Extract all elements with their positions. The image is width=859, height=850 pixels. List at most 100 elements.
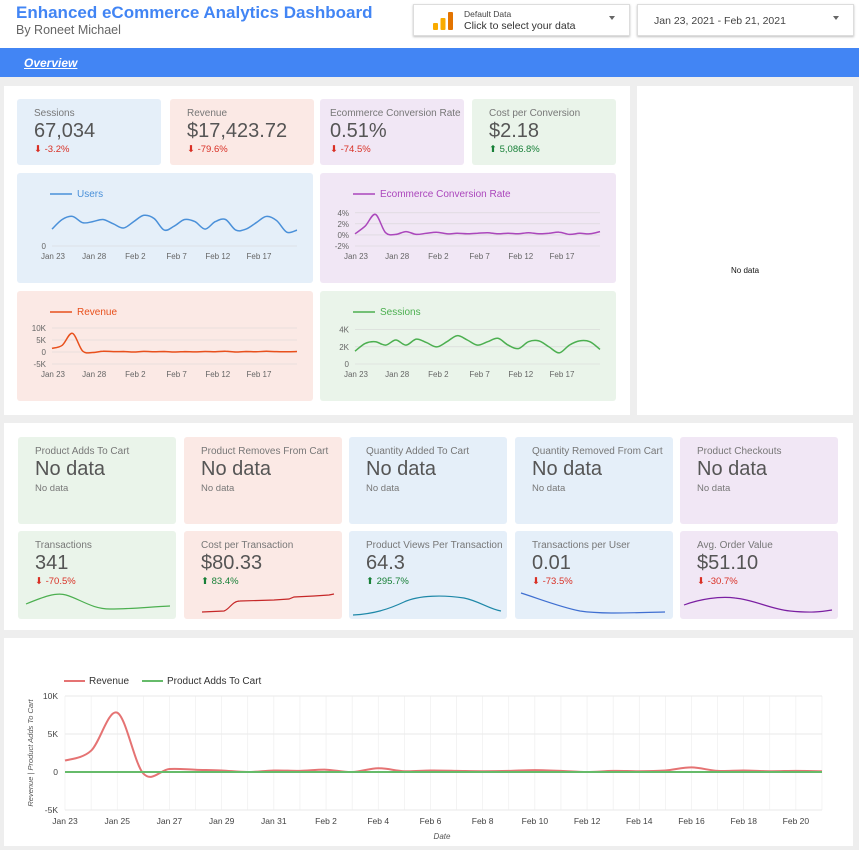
- x-tick-label: Feb 2: [125, 370, 146, 379]
- conversion-rate-series-line: [354, 213, 601, 236]
- x-tick-label: Feb 2: [428, 252, 449, 261]
- kpi-delta: ⬇ -73.5%: [532, 576, 573, 587]
- y-tick-label: -5K: [45, 805, 59, 815]
- nav-bar: Overview: [0, 48, 859, 77]
- tab-overview[interactable]: Overview: [24, 56, 78, 70]
- right-panel-no-data: No data: [731, 266, 760, 275]
- kpi-delta: ⬇ -30.7%: [697, 576, 738, 587]
- x-tick-label: Feb 7: [469, 252, 490, 261]
- x-tick-label: Feb 2: [315, 816, 337, 826]
- x-tick-label: Jan 27: [157, 816, 183, 826]
- x-tick-label: Jan 31: [261, 816, 287, 826]
- kpi-revenue: Revenue $17,423.72 ⬇ -79.6%: [170, 99, 314, 165]
- conversion-chart-card: Ecommerce Conversion Rate 4% 2% 0% -2% Jan 23…: [320, 173, 616, 283]
- x-tick-label: Feb 17: [247, 252, 272, 261]
- kpi-delta: ⬆ 295.7%: [366, 576, 409, 587]
- y-tick-label: 0: [42, 242, 47, 251]
- y-tick-label: -2%: [335, 242, 349, 251]
- x-tick-label: Jan 28: [385, 370, 410, 379]
- kpi-label: Cost per Transaction: [201, 540, 294, 551]
- data-source-selector[interactable]: Default Data Click to select your data: [413, 4, 630, 36]
- kpi-product-checkouts: Product Checkouts No data No data: [680, 437, 838, 524]
- y-tick-label: 10K: [32, 324, 47, 333]
- data-source-label: Default Data: [464, 9, 512, 19]
- y-tick-label: 0: [345, 360, 350, 369]
- kpi-quantity-removed-from-cart: Quantity Removed From Cart No data No da…: [515, 437, 673, 524]
- x-tick-label: Feb 17: [550, 370, 575, 379]
- kpi-delta: ⬆ 5,086.8%: [489, 144, 540, 155]
- kpi-sub: No data: [35, 483, 69, 494]
- kpi-value: 64.3: [366, 552, 405, 574]
- x-tick-label: Feb 7: [166, 252, 187, 261]
- x-tick-label: Jan 23: [41, 252, 66, 261]
- kpi-product-removes-from-cart: Product Removes From Cart No data No dat…: [184, 437, 342, 524]
- x-tick-label: Feb 7: [469, 370, 490, 379]
- x-tick-label: Jan 23: [344, 252, 369, 261]
- kpi-label: Quantity Added To Cart: [366, 446, 470, 457]
- x-tick-label: Feb 2: [428, 370, 449, 379]
- kpi-delta: ⬇ -70.5%: [35, 576, 76, 587]
- conversion-rate-chart: Ecommerce Conversion Rate 4% 2% 0% -2%Jan 23…: [335, 189, 601, 261]
- x-tick-label: Feb 12: [205, 370, 230, 379]
- x-tick-label: Feb 16: [678, 816, 705, 826]
- chevron-down-icon: [609, 16, 615, 20]
- x-tick-label: Feb 17: [247, 370, 272, 379]
- kpi-value: 67,034: [34, 120, 96, 142]
- kpi-label: Sessions: [34, 108, 75, 119]
- kpi-sessions: Sessions 67,034 ⬇ -3.2%: [17, 99, 161, 165]
- kpi-product-adds-to-cart: Product Adds To Cart No data No data: [18, 437, 176, 524]
- x-tick-label: Feb 4: [367, 816, 389, 826]
- kpi-delta: ⬇ -74.5%: [330, 144, 371, 155]
- x-tick-label: Feb 12: [508, 252, 533, 261]
- kpi-delta: ⬆ 83.4%: [201, 576, 239, 587]
- y-tick-label: -5K: [34, 360, 47, 369]
- x-tick-label: Feb 12: [574, 816, 601, 826]
- kpi-cost-per-transaction: Cost per Transaction $80.33 ⬆ 83.4%: [184, 531, 342, 619]
- kpi-sub: No data: [532, 483, 566, 494]
- kpi-conversion-rate: Ecommerce Conversion Rate 0.51% ⬇ -74.5%: [320, 99, 464, 165]
- kpi-delta: ⬇ -3.2%: [34, 144, 70, 155]
- kpi-label: Product Checkouts: [697, 446, 782, 457]
- y-tick-label: 4K: [339, 326, 349, 335]
- kpi-product-views-per-transaction: Product Views Per Transaction 64.3 ⬆ 295…: [349, 531, 507, 619]
- kpi-sub: No data: [366, 483, 400, 494]
- kpi-label: Product Removes From Cart: [201, 446, 329, 457]
- kpi-cost-per-conversion: Cost per Conversion $2.18 ⬆ 5,086.8%: [472, 99, 616, 165]
- date-range-selector[interactable]: Jan 23, 2021 - Feb 21, 2021: [637, 4, 854, 36]
- legend-label: Revenue: [77, 307, 117, 318]
- y-tick-label: 5K: [36, 336, 46, 345]
- y-tick-label: 0: [42, 348, 47, 357]
- x-tick-label: Jan 25: [104, 816, 130, 826]
- kpi-label: Product Adds To Cart: [35, 446, 130, 457]
- x-tick-label: Jan 23: [52, 816, 78, 826]
- kpi-label: Quantity Removed From Cart: [532, 446, 663, 457]
- y-tick-label: 2%: [337, 220, 349, 229]
- kpi-label: Transactions per User: [532, 540, 630, 551]
- arrow-up-icon: ⬆: [489, 144, 497, 155]
- kpi-label: Ecommerce Conversion Rate: [330, 108, 461, 119]
- x-tick-label: Jan 28: [385, 252, 410, 261]
- revenue-series-line: [51, 332, 298, 354]
- kpi-value: No data: [697, 458, 768, 480]
- kpi-value: No data: [35, 458, 106, 480]
- legend-label: Users: [77, 189, 103, 200]
- sessions-series-line: [354, 334, 601, 354]
- avg-order-value-sparkline: [683, 596, 833, 613]
- kpi-value: $2.18: [489, 120, 540, 142]
- x-tick-label: Jan 28: [82, 370, 107, 379]
- legend-label: Revenue: [89, 676, 129, 687]
- x-tick-label: Feb 2: [125, 252, 146, 261]
- views-per-transaction-sparkline: [352, 595, 502, 616]
- x-axis-title: Date: [434, 832, 451, 841]
- x-tick-label: Feb 7: [166, 370, 187, 379]
- x-tick-label: Feb 6: [420, 816, 442, 826]
- transactions-per-user-sparkline: [520, 592, 666, 614]
- kpi-value: 0.01: [532, 552, 571, 574]
- header: Enhanced eCommerce Analytics Dashboard B…: [0, 0, 859, 48]
- kpi-value: No data: [201, 458, 272, 480]
- kpi-label: Transactions: [35, 540, 92, 551]
